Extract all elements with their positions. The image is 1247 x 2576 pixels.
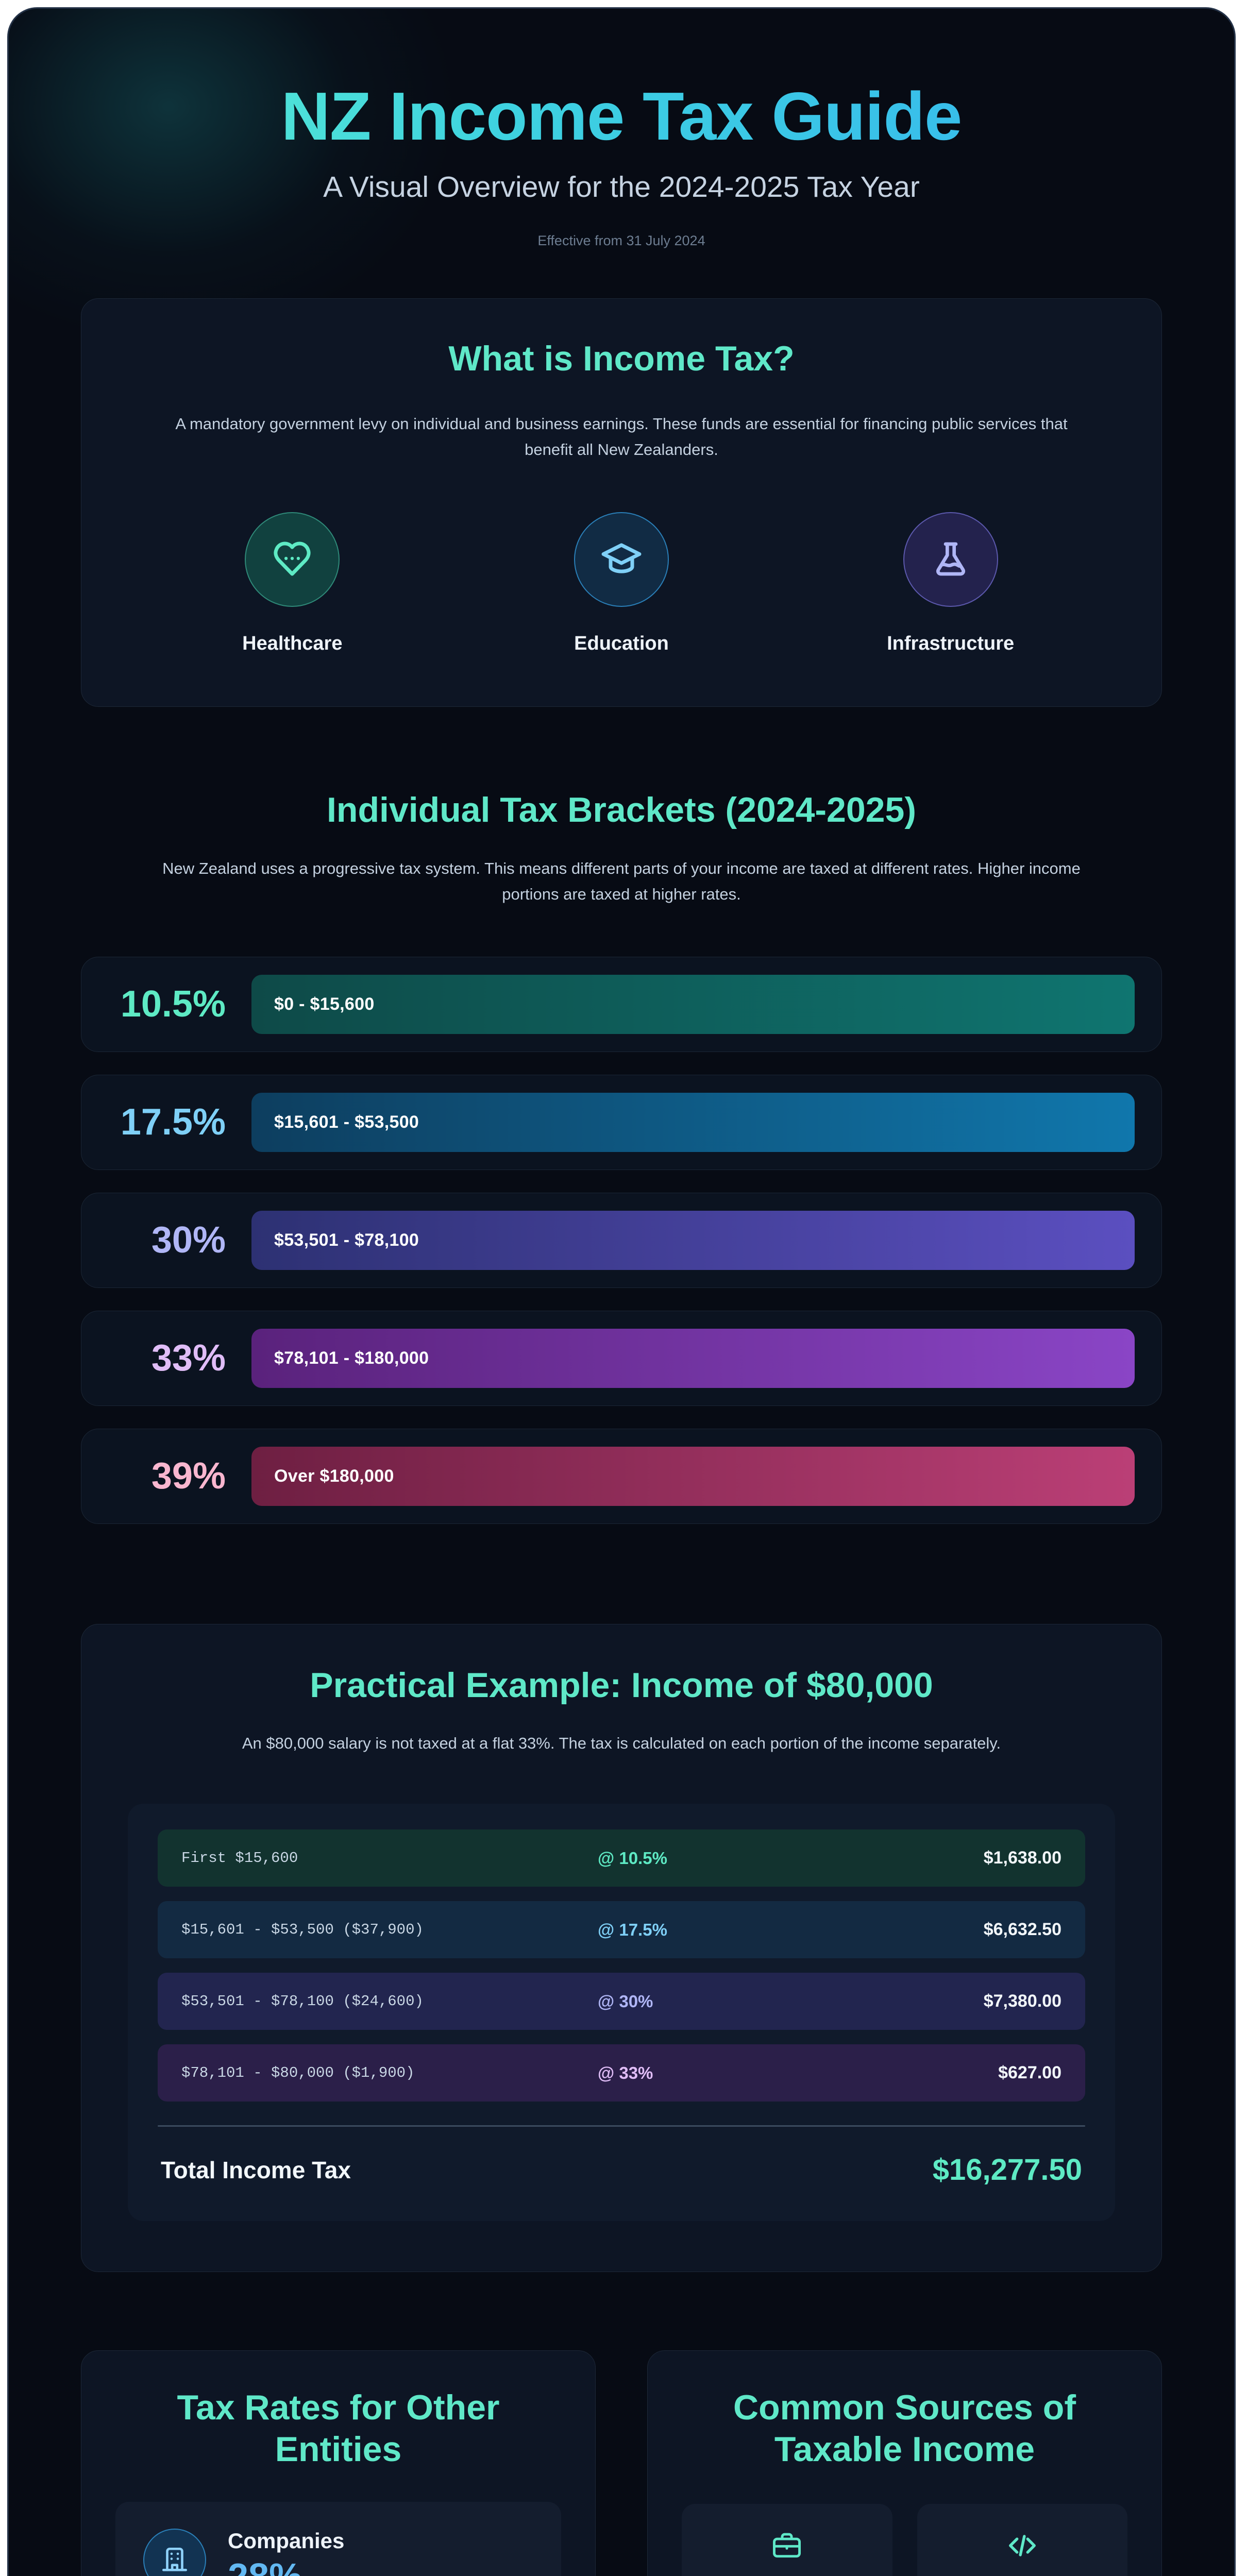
briefcase-icon (773, 2533, 801, 2557)
total-value: $16,277.50 (932, 2153, 1082, 2187)
bracket-range-bar: $15,601 - $53,500 (251, 1092, 1135, 1152)
building-icon (162, 2547, 188, 2571)
calculation-row: $53,501 - $78,100 ($24,600) @ 30% $7,380… (158, 1973, 1085, 2030)
healthcare-icon-circle (245, 512, 340, 607)
bracket-range-bar: Over $180,000 (251, 1446, 1135, 1506)
calc-band: $15,601 - $53,500 ($37,900) (181, 1921, 424, 1939)
calc-amount: $1,638.00 (983, 1848, 1061, 1868)
sources-title: Common Sources of Taxable Income (733, 2388, 1076, 2469)
tax-bracket-row: 30% $53,501 - $78,100 (81, 1192, 1162, 1288)
hero-effective-date: Effective from 31 July 2024 (537, 232, 705, 248)
what-is-income-tax-card: What is Income Tax? A mandatory governme… (81, 298, 1162, 707)
calc-rate: @ 17.5% (598, 1920, 667, 1939)
calculation-row: First $15,600 @ 10.5% $1,638.00 (158, 1829, 1085, 1887)
tax-calculation-table: First $15,600 @ 10.5% $1,638.00 $15,601 … (128, 1804, 1115, 2222)
tax-brackets-section: Individual Tax Brackets (2024-2025) New … (9, 707, 1234, 1524)
calculation-row: $78,101 - $80,000 ($1,900) @ 33% $627.00 (158, 2044, 1085, 2102)
calc-band: $78,101 - $80,000 ($1,900) (181, 2064, 415, 2082)
education-icon-circle (574, 512, 669, 607)
tax-bracket-row: 17.5% $15,601 - $53,500 (81, 1074, 1162, 1170)
sources-grid: Salary & Wages Self-Employment (682, 2503, 1127, 2576)
infographic-root: NZ Income Tax Guide A Visual Overview fo… (7, 7, 1236, 2576)
tax-bracket-row: 33% $78,101 - $180,000 (81, 1310, 1162, 1406)
pillar-label: Healthcare (242, 633, 343, 655)
code-icon (1008, 2535, 1036, 2556)
entity-name: Companies (228, 2528, 345, 2553)
flask-icon (936, 542, 965, 576)
calc-amount: $627.00 (998, 2063, 1061, 2083)
entities-title: Tax Rates for Other Entities (177, 2388, 500, 2469)
entities-column: Tax Rates for Other Entities Companies 2… (81, 2350, 596, 2576)
example-title: Practical Example: Income of $80,000 (310, 1665, 933, 1705)
bracket-rate: 33% (151, 1337, 226, 1379)
companies-icon-circle (143, 2528, 206, 2576)
page-title: NZ Income Tax Guide (40, 80, 1203, 152)
hero-section: NZ Income Tax Guide A Visual Overview fo… (9, 9, 1234, 298)
entity-companies: Companies 28% A flat rate applied to net… (115, 2501, 561, 2576)
entity-rate: 28% (228, 2556, 533, 2576)
entities-and-sources-section: Tax Rates for Other Entities Companies 2… (9, 2272, 1234, 2576)
pillar-label: Education (574, 633, 669, 655)
brackets-description: New Zealand uses a progressive tax syste… (162, 859, 1081, 903)
bracket-range-bar: $0 - $15,600 (251, 974, 1135, 1034)
total-divider (158, 2125, 1085, 2127)
infrastructure-icon-circle (903, 512, 998, 607)
source-tile-self-employment: Self-Employment (917, 2503, 1127, 2576)
bracket-rate: 39% (151, 1455, 226, 1497)
calc-amount: $7,380.00 (983, 1991, 1061, 2011)
tax-bracket-list: 10.5% $0 - $15,600 17.5% $15,601 - $53,5… (9, 956, 1234, 1524)
public-services-pillars: Healthcare Education (128, 512, 1115, 655)
pillar-healthcare: Healthcare (181, 512, 403, 655)
bracket-range-bar: $53,501 - $78,100 (251, 1210, 1135, 1270)
what-is-income-tax-section: What is Income Tax? A mandatory governme… (9, 298, 1234, 707)
total-label: Total Income Tax (161, 2156, 351, 2183)
example-description: An $80,000 salary is not taxed at a flat… (242, 1734, 1001, 1753)
graduation-cap-icon (601, 543, 642, 573)
what-is-title: What is Income Tax? (448, 338, 795, 378)
pillar-label: Infrastructure (887, 633, 1015, 655)
total-income-tax-row: Total Income Tax $16,277.50 (158, 2127, 1085, 2192)
heart-pulse-icon (274, 541, 311, 576)
pillar-infrastructure: Infrastructure (840, 512, 1061, 655)
sources-column: Common Sources of Taxable Income Salary … (647, 2350, 1162, 2576)
bracket-rate: 10.5% (120, 984, 226, 1025)
bracket-rate: 17.5% (120, 1101, 226, 1143)
tax-bracket-row: 10.5% $0 - $15,600 (81, 956, 1162, 1052)
calc-rate: @ 30% (598, 1991, 653, 2011)
calculation-row: $15,601 - $53,500 ($37,900) @ 17.5% $6,6… (158, 1901, 1085, 1959)
practical-example-section: Practical Example: Income of $80,000 An … (9, 1547, 1234, 2273)
calc-band: $53,501 - $78,100 ($24,600) (181, 1993, 424, 2010)
other-entities-card: Tax Rates for Other Entities Companies 2… (81, 2350, 596, 2576)
calc-band: First $15,600 (181, 1850, 298, 1867)
practical-example-card: Practical Example: Income of $80,000 An … (81, 1623, 1162, 2273)
calc-rate: @ 10.5% (598, 1848, 667, 1868)
tax-bracket-row: 39% Over $180,000 (81, 1428, 1162, 1524)
bracket-range-bar: $78,101 - $180,000 (251, 1328, 1135, 1388)
pillar-education: Education (511, 512, 732, 655)
brackets-title: Individual Tax Brackets (2024-2025) (327, 790, 916, 830)
calc-amount: $6,632.50 (983, 1920, 1061, 1940)
source-tile-salary-wages: Salary & Wages (682, 2503, 892, 2576)
what-is-description: A mandatory government levy on individua… (175, 414, 1068, 459)
hero-subtitle: A Visual Overview for the 2024-2025 Tax … (323, 170, 920, 204)
taxable-income-sources-card: Common Sources of Taxable Income Salary … (647, 2350, 1162, 2576)
calc-rate: @ 33% (598, 2063, 653, 2082)
bracket-rate: 30% (151, 1219, 226, 1261)
